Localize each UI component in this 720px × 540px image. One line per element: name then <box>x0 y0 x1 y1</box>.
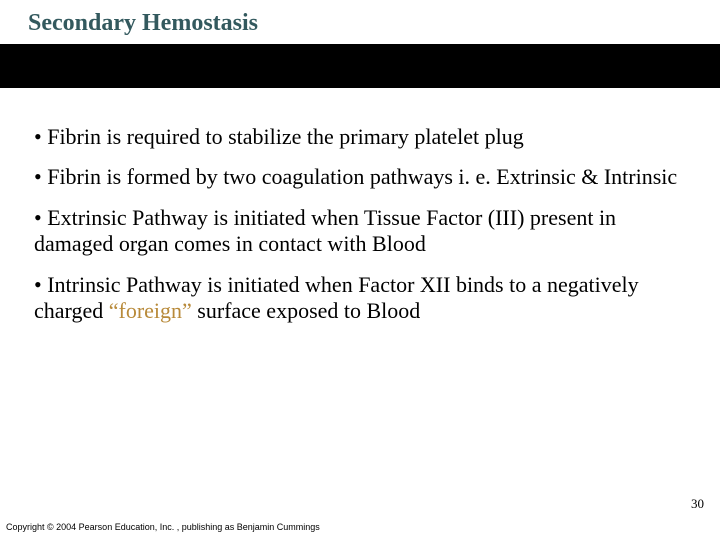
bullet-highlight: “foreign” <box>109 298 192 323</box>
bullet-text-tail: surface exposed to Blood <box>192 298 421 323</box>
bullet-marker: • <box>34 124 47 149</box>
banner-bottom-strip <box>0 44 720 88</box>
slide-title: Secondary Hemostasis <box>28 10 258 37</box>
bullet-item: • Extrinsic Pathway is initiated when Ti… <box>34 205 686 258</box>
bullet-item: • Fibrin is formed by two coagulation pa… <box>34 164 686 190</box>
bullet-item: • Intrinsic Pathway is initiated when Fa… <box>34 272 686 325</box>
bullet-text: Extrinsic Pathway is initiated when Tiss… <box>34 205 616 256</box>
bullet-item: • Fibrin is required to stabilize the pr… <box>34 124 686 150</box>
page-number: 30 <box>691 496 704 512</box>
bullet-marker: • <box>34 205 47 230</box>
bullet-text: Fibrin is required to stabilize the prim… <box>47 124 524 149</box>
bullet-marker: • <box>34 272 47 297</box>
title-banner: Secondary Hemostasis <box>0 0 720 88</box>
bullet-text: Fibrin is formed by two coagulation path… <box>47 164 677 189</box>
slide: Secondary Hemostasis • Fibrin is require… <box>0 0 720 540</box>
bullet-marker: • <box>34 164 47 189</box>
content-area: • Fibrin is required to stabilize the pr… <box>0 88 720 324</box>
copyright-text: Copyright © 2004 Pearson Education, Inc.… <box>6 522 320 532</box>
